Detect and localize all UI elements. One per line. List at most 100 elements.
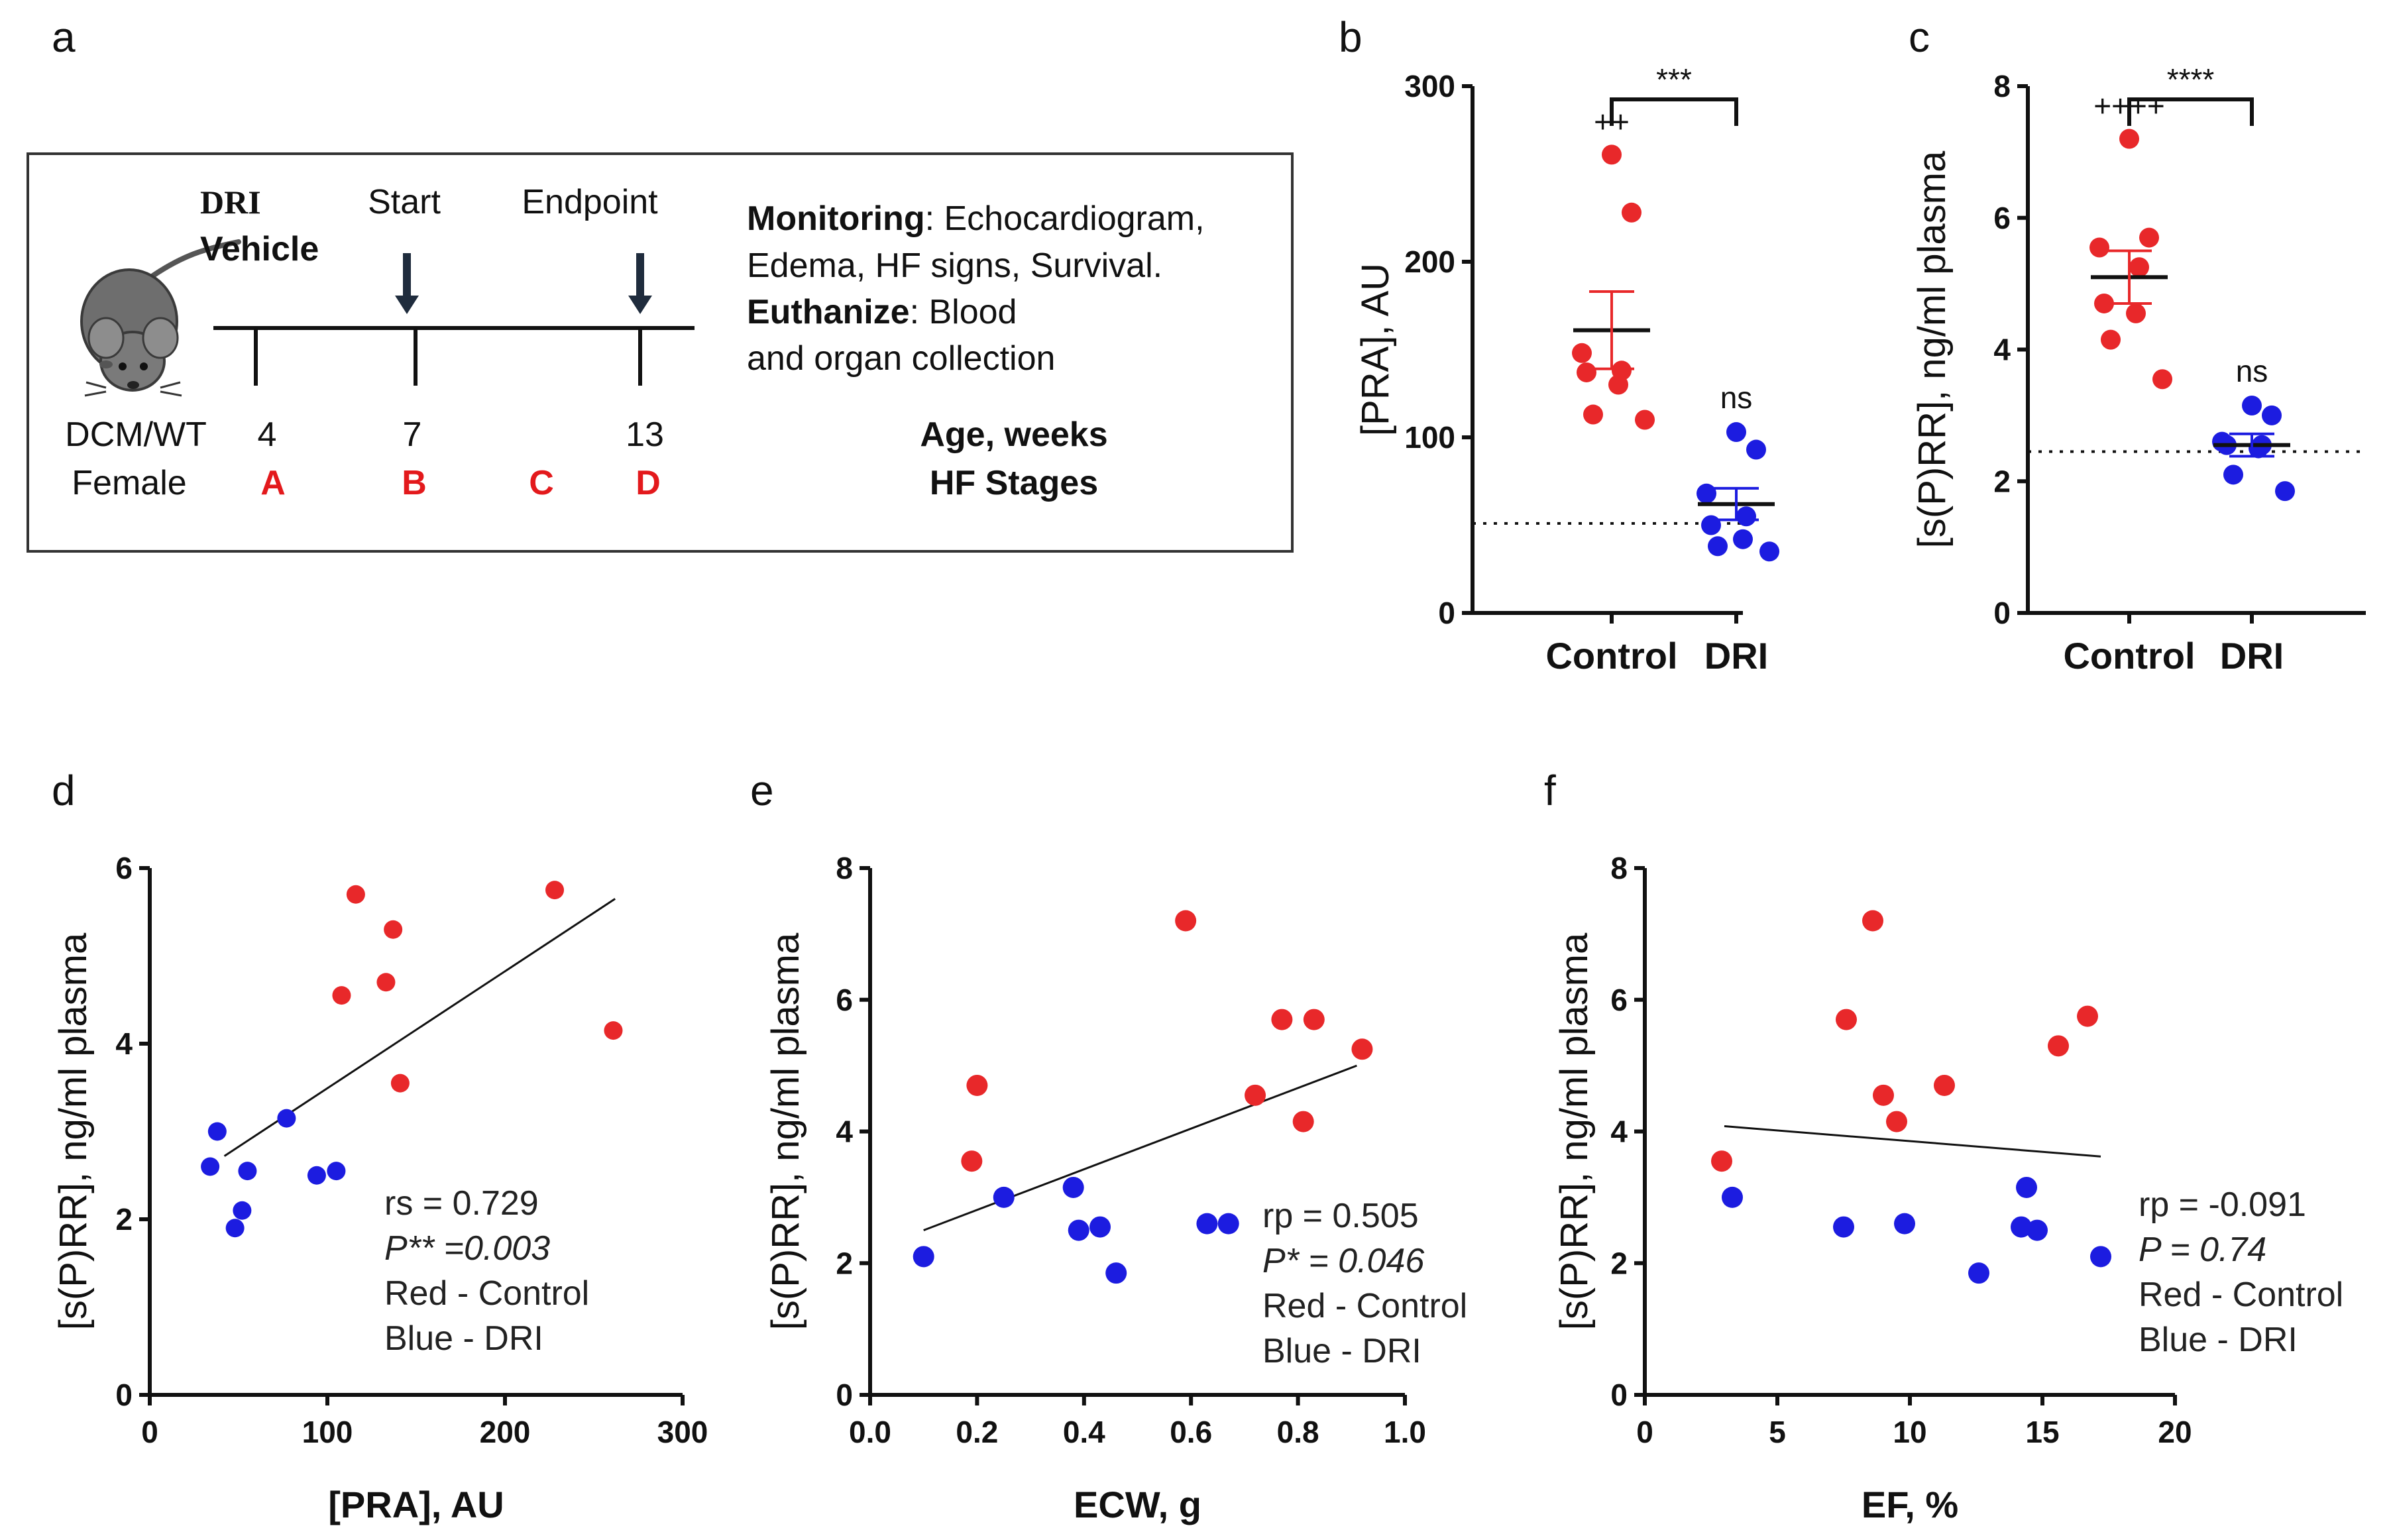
row2-label: Female (72, 464, 186, 502)
data-point (384, 920, 403, 939)
significance-label: **** (2167, 62, 2215, 97)
data-point (2126, 303, 2146, 323)
fit-line (1724, 1125, 2101, 1158)
y-tick-label: 300 (1404, 69, 1455, 103)
significance-bracket (1610, 97, 1738, 126)
dri-label: DRI (200, 184, 261, 221)
data-point (2119, 129, 2139, 149)
y-tick-label: 8 (836, 851, 853, 885)
data-point (1068, 1219, 1089, 1241)
data-point (1351, 1038, 1373, 1060)
row1-label: DCM/WT (65, 415, 207, 454)
data-point (961, 1150, 983, 1172)
data-point (1292, 1111, 1314, 1132)
panel-label-d: d (52, 767, 76, 814)
data-point (346, 885, 365, 904)
scheme-panel: a DRI Vehicle Start Endpoint (27, 13, 1294, 553)
data-point (545, 881, 565, 900)
y-axis-label: [s(P)RR], ng/ml plasma (1911, 150, 1954, 548)
data-point (1722, 1186, 1743, 1208)
data-point (1245, 1084, 1266, 1106)
y-tick-label: 8 (1993, 69, 2011, 103)
x-tick-label: 5 (1769, 1415, 1786, 1449)
p-value-label: P* = 0.046 (1262, 1242, 1424, 1280)
endpoint-label: Endpoint (522, 183, 658, 221)
data-point (1886, 1111, 1907, 1132)
data-point (1708, 536, 1728, 557)
y-tick-label: 4 (1993, 333, 2011, 367)
data-point (2101, 329, 2121, 350)
dri-annotation: ns (1720, 380, 1753, 415)
x-tick-label: 200 (480, 1415, 531, 1449)
down-arrow-icon (628, 253, 652, 314)
data-point (2139, 227, 2159, 248)
x-tick-label: 0.4 (1063, 1415, 1105, 1449)
data-point (376, 973, 396, 992)
data-point (1572, 343, 1592, 363)
y-tick-label: 6 (1610, 983, 1628, 1017)
stage-label: A (260, 464, 286, 502)
data-point (1196, 1213, 1218, 1235)
legend-blue-label: Blue - DRI (2139, 1321, 2298, 1359)
x-axis-label: EF, % (1862, 1484, 1958, 1525)
data-point (1303, 1009, 1325, 1030)
week-value: 4 (258, 415, 277, 454)
data-point (1934, 1074, 1955, 1096)
data-point (1089, 1216, 1111, 1238)
stat-label: rp = 0.505 (1262, 1197, 1419, 1235)
data-point (1894, 1213, 1915, 1235)
stat-label: rs = 0.729 (384, 1184, 539, 1223)
panel-label-e: e (750, 767, 774, 814)
data-point (1271, 1009, 1293, 1030)
euthanize-text-2: and organ collection (747, 339, 1055, 378)
x-tick-label: 20 (2158, 1415, 2192, 1449)
y-tick-label: 4 (115, 1026, 133, 1061)
y-tick-label: 0 (1438, 596, 1455, 630)
x-tick-label: Control (1545, 635, 1677, 677)
data-point (1608, 374, 1628, 395)
data-point (1759, 541, 1779, 562)
data-point (1873, 1084, 1894, 1106)
panel-label-f: f (1544, 767, 1556, 814)
y-tick-label: 4 (836, 1115, 853, 1149)
significance-label: *** (1656, 62, 1692, 97)
panel-label-c: c (1909, 13, 1930, 61)
data-point (390, 1073, 410, 1093)
data-point (1622, 202, 1642, 223)
y-tick-label: 6 (836, 983, 853, 1017)
x-tick-label: 300 (657, 1415, 708, 1449)
y-tick-label: 6 (1993, 201, 2011, 235)
chart-d: d 0 2 4 6 [s(P)RR], ng/ml plasma 0 100 200 300 [PR… (52, 767, 708, 1525)
vehicle-label: Vehicle (200, 230, 319, 268)
data-point (2275, 481, 2295, 502)
data-point (1697, 483, 1716, 504)
down-arrow-icon (395, 253, 419, 314)
x-tick-label: 10 (1893, 1415, 1926, 1449)
legend-blue-label: Blue - DRI (1262, 1332, 1421, 1370)
y-tick-label: 200 (1404, 245, 1455, 279)
data-point (1968, 1262, 1989, 1284)
y-axis-label: [s(P)RR], ng/ml plasma (52, 932, 95, 1330)
data-point (1105, 1262, 1127, 1284)
data-point (2016, 1176, 2037, 1198)
stage-label: C (529, 464, 554, 502)
data-point (2089, 237, 2109, 258)
data-point (1701, 515, 1721, 535)
x-tick-label: 0 (1636, 1415, 1653, 1449)
x-tick-label: Control (2063, 635, 2195, 677)
y-tick-label: 6 (115, 851, 133, 885)
y-tick-label: 2 (1993, 464, 2011, 498)
x-tick-label: DRI (2220, 635, 2284, 677)
data-point (913, 1246, 934, 1268)
x-tick-label: 100 (302, 1415, 353, 1449)
data-point (238, 1162, 257, 1181)
mouse-icon (80, 239, 241, 397)
data-point (2262, 405, 2282, 425)
chart-e: e 0 2 4 6 8 [s(P)RR], ng/ml plasma 0.0 0.2 0.4 0.6… (750, 767, 1467, 1525)
monitoring-text-2: Edema, HF signs, Survival. (747, 247, 1162, 285)
stage-label: B (402, 464, 427, 502)
data-point (207, 1122, 227, 1141)
week-value: 7 (403, 415, 422, 454)
